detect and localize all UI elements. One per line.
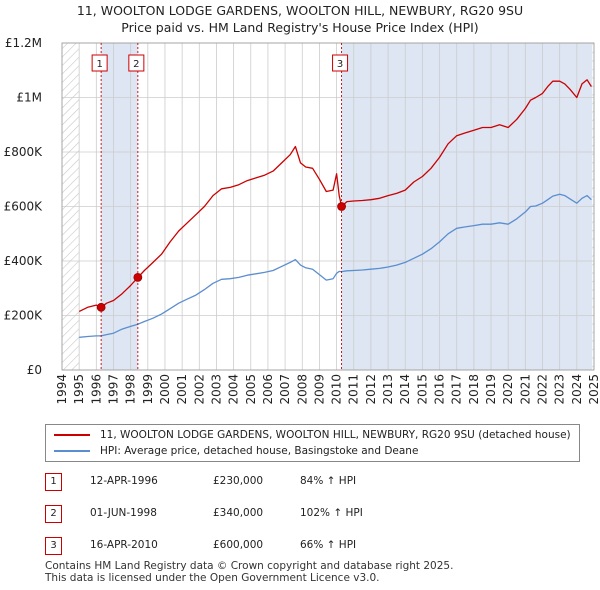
x-tick-label: 1997 xyxy=(106,374,120,405)
x-tick-label: 2013 xyxy=(381,374,395,405)
title-line-1: 11, WOOLTON LODGE GARDENS, WOOLTON HILL,… xyxy=(76,3,524,18)
y-tick-label: £0 xyxy=(27,363,42,377)
sale-point xyxy=(337,202,346,211)
table-row: 3 16-APR-2010 £600,000 66% ↑ HPI xyxy=(45,535,445,557)
sale-date: 16-APR-2010 xyxy=(90,539,158,551)
y-tick-label: £600K xyxy=(4,200,44,214)
sale-number-box xyxy=(128,54,145,72)
y-tick-label: £1M xyxy=(16,91,42,105)
x-tick-label: 2008 xyxy=(295,374,309,405)
x-tick-label: 1994 xyxy=(55,374,69,405)
sale-number-label: 1 xyxy=(96,59,102,70)
sale-point xyxy=(96,302,106,312)
legend-label-property: 11, WOOLTON LODGE GARDENS, WOOLTON HILL,… xyxy=(100,429,571,441)
x-tick-label: 1998 xyxy=(124,374,138,405)
table-row: 2 01-JUN-1998 £340,000 102% ↑ HPI xyxy=(45,503,445,525)
footer: Contains HM Land Registry data © Crown c… xyxy=(45,560,453,584)
x-tick-label: 2020 xyxy=(501,374,515,405)
table-row: 1 12-APR-1996 £230,000 84% ↑ HPI xyxy=(45,471,445,493)
title-line-2: Price paid vs. HM Land Registry's House … xyxy=(121,20,479,35)
sale-date: 12-APR-1996 xyxy=(90,475,158,487)
sale-number-badge: 3 xyxy=(45,537,62,555)
x-tick-label: 2022 xyxy=(536,374,550,405)
x-tick-label: 2010 xyxy=(330,374,344,405)
y-tick-label: £200K xyxy=(4,309,44,323)
y-tick-label: £800K xyxy=(4,145,44,159)
sale-hpi-change: 66% ↑ HPI xyxy=(300,539,357,551)
sale-hpi-change: 102% ↑ HPI xyxy=(300,507,363,519)
x-tick-label: 2001 xyxy=(175,374,189,405)
sale-price: £600,000 xyxy=(213,539,264,551)
sale-number-box xyxy=(332,54,349,72)
x-tick-label: 2015 xyxy=(415,374,429,405)
sale-hpi-change: 84% ↑ HPI xyxy=(300,475,357,487)
footer-line-1: Contains HM Land Registry data © Crown c… xyxy=(45,560,454,572)
x-tick-label: 2016 xyxy=(433,374,447,405)
sale-date: 01-JUN-1998 xyxy=(90,507,157,519)
legend-item-property: 11, WOOLTON LODGE GARDENS, WOOLTON HILL,… xyxy=(54,427,571,443)
x-tick-label: 2021 xyxy=(518,374,532,405)
x-tick-label: 2023 xyxy=(553,374,567,405)
footer-line-2: This data is licensed under the Open Gov… xyxy=(45,572,380,584)
x-tick-label: 2011 xyxy=(347,374,361,405)
x-tick-label: 2018 xyxy=(467,374,481,405)
sale-point xyxy=(133,272,143,282)
x-tick-label: 2012 xyxy=(364,374,378,405)
sale-price: £340,000 xyxy=(213,507,264,519)
x-tick-label: 2000 xyxy=(158,374,172,405)
x-tick-label: 1995 xyxy=(72,374,86,405)
x-tick-label: 2014 xyxy=(398,374,412,405)
x-tick-label: 1999 xyxy=(141,374,155,405)
series-line-hpi xyxy=(79,193,592,338)
x-tick-label: 2006 xyxy=(261,374,275,405)
legend-swatch-hpi xyxy=(54,450,90,452)
x-tick-label: 2005 xyxy=(244,374,258,405)
legend: 11, WOOLTON LODGE GARDENS, WOOLTON HILL,… xyxy=(45,424,580,462)
x-tick-label: 2007 xyxy=(278,374,292,405)
x-tick-label: 2024 xyxy=(570,374,584,405)
sale-number-label: 2 xyxy=(133,59,139,70)
x-tick-label: 2003 xyxy=(209,374,223,405)
sale-number-box xyxy=(91,54,108,72)
x-tick-label: 2009 xyxy=(312,374,326,405)
legend-label-hpi: HPI: Average price, detached house, Basi… xyxy=(100,445,419,457)
chart-title: 11, WOOLTON LODGE GARDENS, WOOLTON HILL,… xyxy=(0,2,600,36)
sale-number-label: 3 xyxy=(337,59,343,70)
x-tick-label: 2002 xyxy=(192,374,206,405)
sale-number-badge: 1 xyxy=(45,473,62,491)
y-tick-label: £400K xyxy=(4,254,44,268)
legend-item-hpi: HPI: Average price, detached house, Basi… xyxy=(54,443,418,459)
x-tick-label: 2004 xyxy=(227,374,241,405)
legend-swatch-property xyxy=(54,434,90,436)
y-tick-label: £1.2M xyxy=(5,36,42,50)
sale-price: £230,000 xyxy=(213,475,264,487)
plot-frame xyxy=(61,42,595,371)
x-tick-label: 2025 xyxy=(587,374,600,405)
sale-number-badge: 2 xyxy=(45,505,62,523)
x-tick-label: 2019 xyxy=(484,374,498,405)
x-tick-label: 1996 xyxy=(89,374,103,405)
x-tick-label: 2017 xyxy=(450,374,464,405)
series-line-property xyxy=(78,79,592,312)
